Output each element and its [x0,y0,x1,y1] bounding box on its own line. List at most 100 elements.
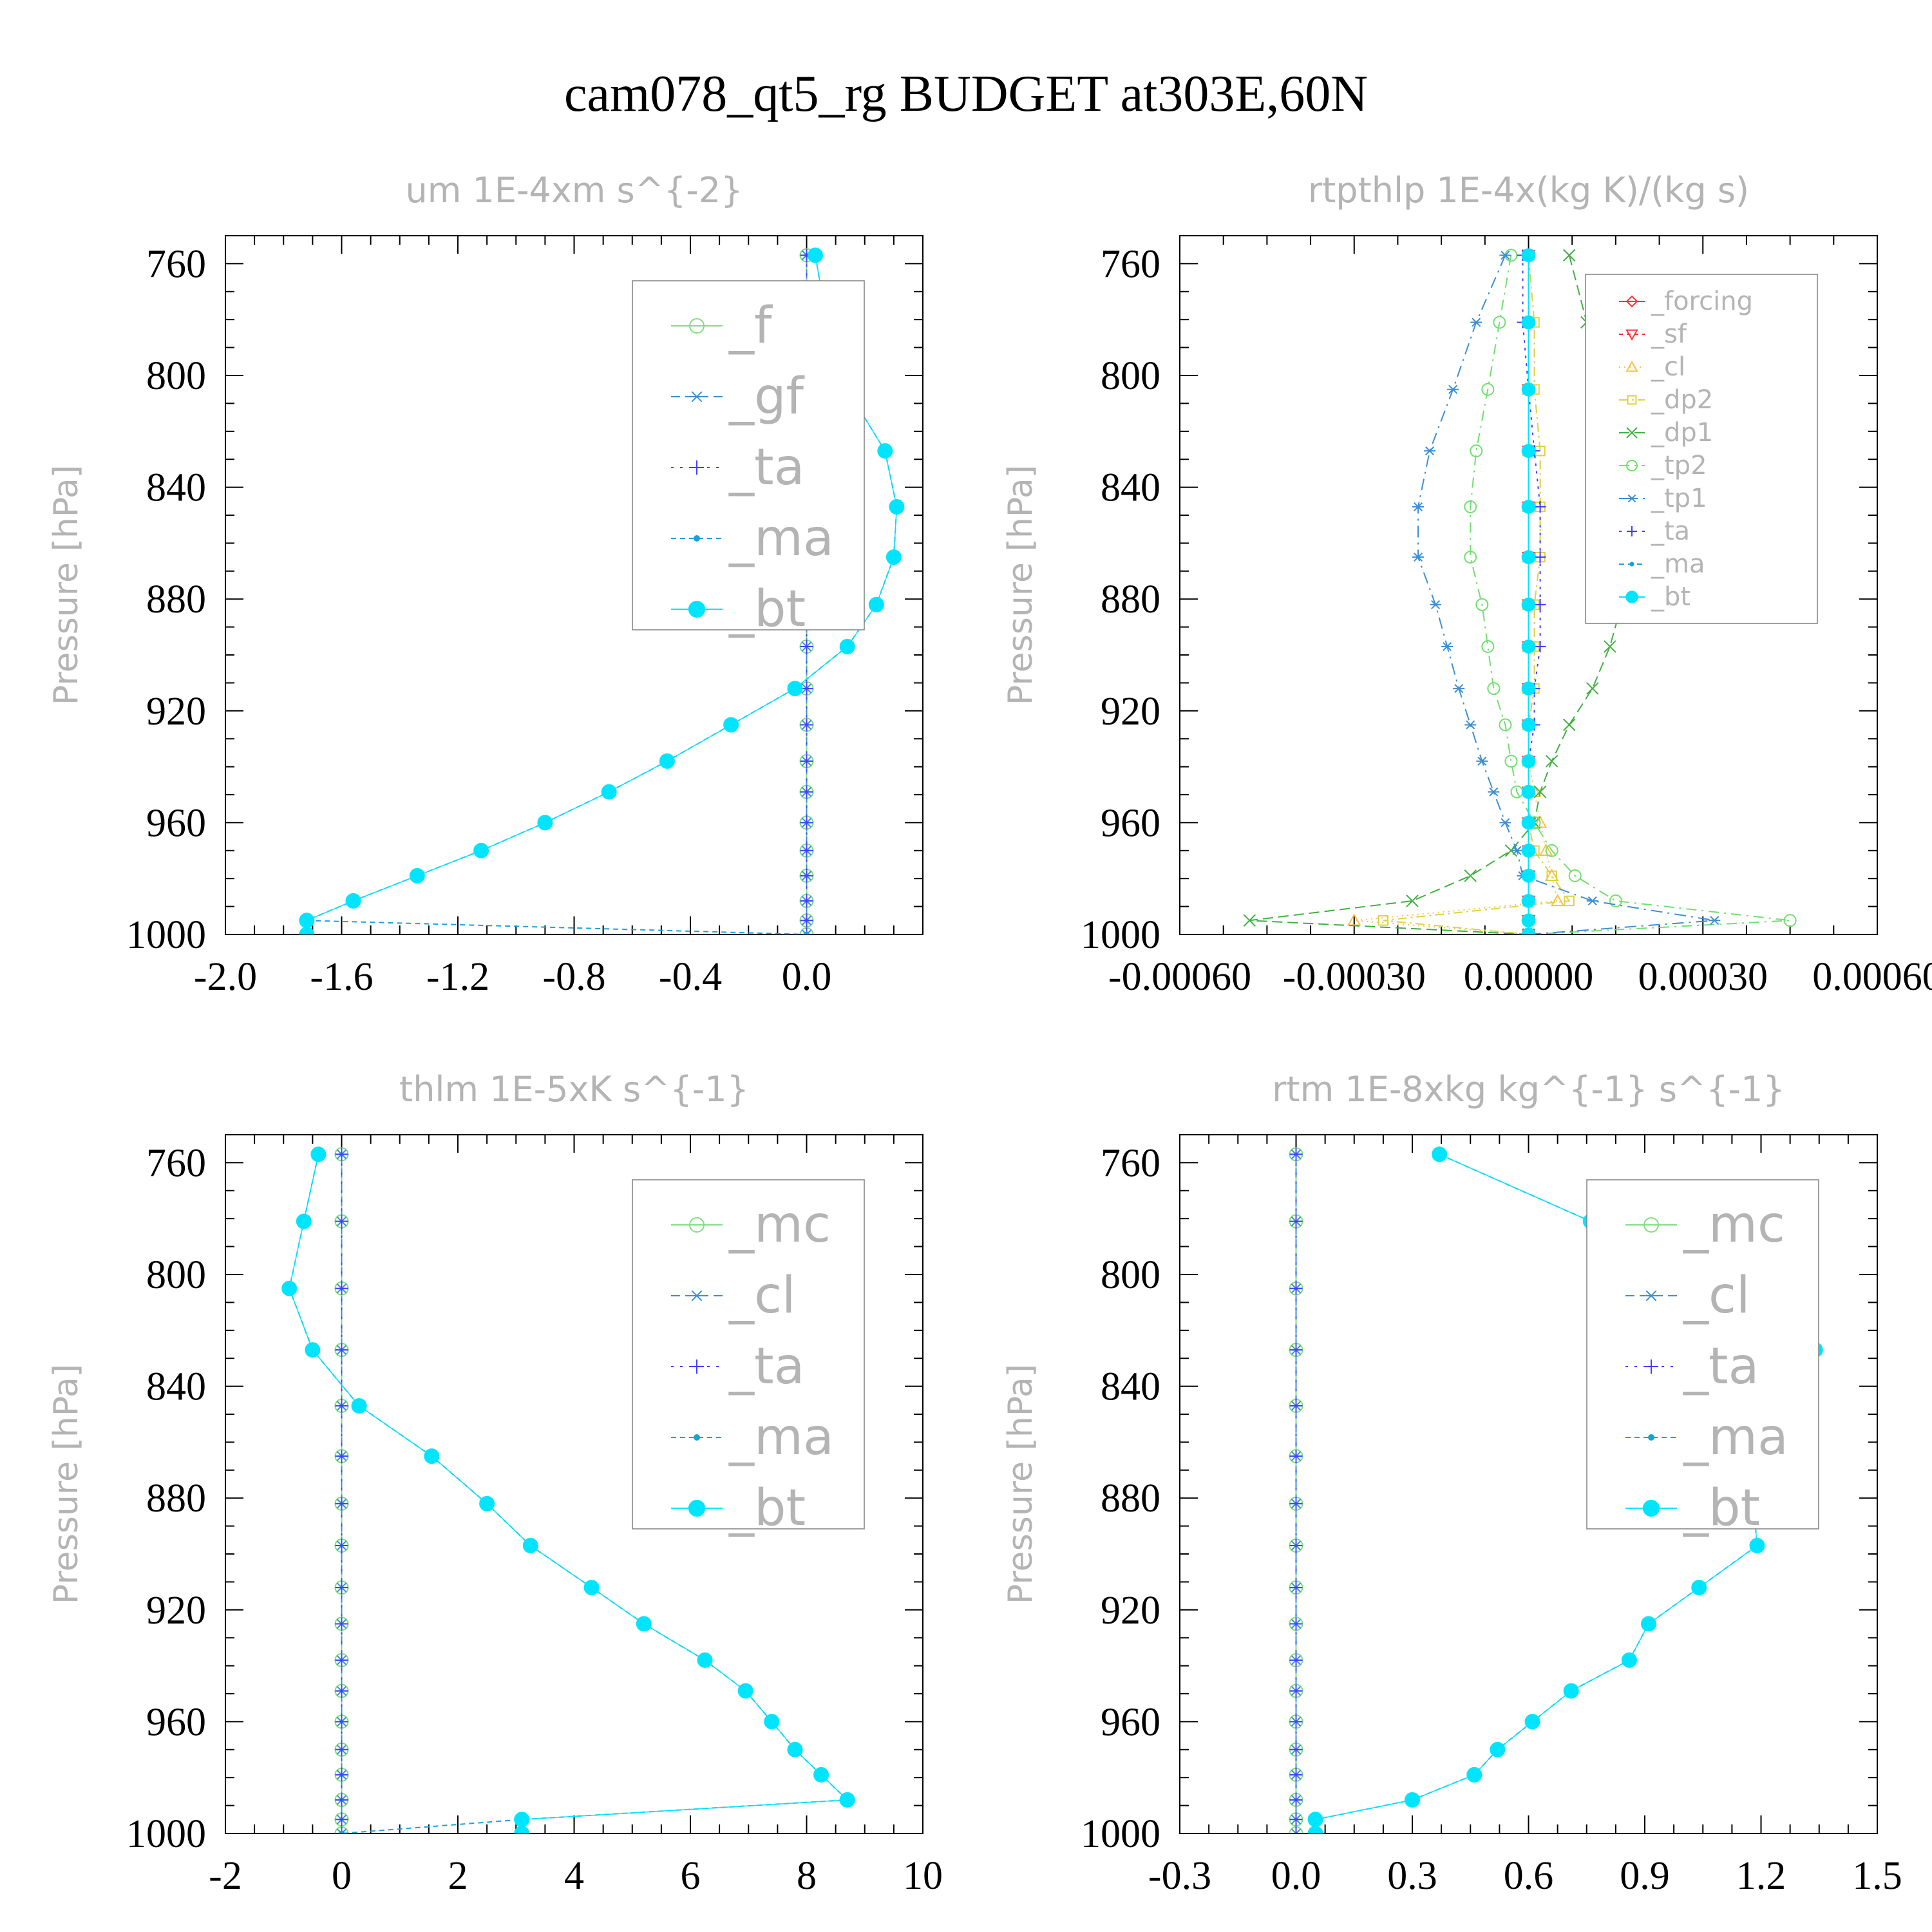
data-point [1488,787,1500,797]
data-point [1307,1812,1323,1828]
legend-marker [1627,395,1637,405]
legend-marker [1626,460,1638,471]
y-tick-label: 760 [146,1141,206,1185]
data-point [787,1741,803,1757]
panel-4: rtm 1E-8xkg kg^{-1} s^{-1} Pressure [hPa]… [1001,1069,1902,1898]
data-point [1621,1652,1637,1668]
legend-label: _ta [1651,516,1690,546]
legend-box [632,1179,865,1530]
data-point [409,867,425,884]
data-point [1521,598,1536,612]
data-point [1691,1580,1707,1596]
data-point [1464,720,1477,730]
legend-label: _dp1 [1651,418,1713,448]
data-point [335,1684,348,1698]
legend-label: _dp2 [1651,385,1713,415]
legend-label: _bt [728,580,806,638]
data-point [335,1653,348,1667]
y-axis-label: Pressure [hPa] [1001,1364,1040,1604]
data-point [1521,639,1536,654]
data-point [1289,1215,1303,1228]
data-point [800,844,813,857]
x-tick-label: 0.00060 [1812,955,1932,999]
legend-marker [1625,295,1638,308]
series-line [1383,255,1571,934]
data-point [1289,1581,1303,1595]
legend-marker [1629,562,1634,567]
x-tick-label: 10 [903,1854,943,1898]
data-point [1604,640,1616,653]
y-tick-label: 880 [146,1477,206,1520]
y-tick-label: 1000 [126,913,206,957]
series-ta [335,1148,348,1833]
data-point [514,1826,530,1833]
data-point [1521,248,1536,263]
data-point [1534,640,1546,652]
data-point [1709,916,1721,925]
data-point [1464,869,1477,882]
data-point [1289,1743,1303,1756]
data-point [1289,1450,1303,1463]
data-point [1464,551,1477,564]
data-point [800,785,813,799]
y-tick-label: 1000 [126,1812,206,1856]
y-tick-label: 960 [146,1700,206,1744]
data-point [1521,681,1536,696]
y-tick-label: 920 [1101,690,1160,734]
panel-title: um 1E-4xm s^{-2} [406,170,743,211]
y-tick-label: 840 [146,466,206,510]
y-tick-label: 920 [1101,1589,1160,1633]
data-point [1289,1828,1303,1833]
data-point [1545,844,1558,857]
data-point [1487,682,1501,696]
legend-label: _f [728,297,773,355]
y-tick-label: 880 [1101,1477,1160,1520]
data-point [1533,785,1547,799]
legend-label: _ta [728,439,804,497]
legend-label: _bt [728,1479,806,1537]
legend-marker [690,391,704,402]
data-point [800,816,813,829]
data-point [1289,1793,1303,1806]
x-tick-label: -0.00030 [1283,955,1426,999]
data-point [299,927,315,934]
data-point [1481,639,1495,653]
data-point [886,549,902,565]
data-point [335,1828,348,1833]
x-tick-label: -0.8 [542,955,605,999]
x-tick-label: -0.00060 [1108,955,1251,999]
panel-title: thlm 1E-5xK s^{-1} [399,1069,749,1110]
data-point [1499,718,1512,732]
data-point [335,1343,348,1357]
data-point [1405,1792,1420,1808]
data-point [1430,600,1442,609]
legend-label: _bt [1651,582,1690,612]
legend-marker [1644,1359,1658,1374]
series-line [1470,255,1790,934]
legend-box [1586,1179,1819,1530]
data-point [800,894,813,907]
y-tick-label: 880 [1101,578,1160,621]
data-point [1499,818,1511,828]
data-point [335,1450,348,1463]
legend-label: _ma [728,1408,834,1466]
data-point [1289,1617,1303,1631]
y-tick-label: 840 [1101,1365,1160,1409]
legend-label: _sf [1651,319,1687,349]
y-tick-label: 960 [1101,801,1160,845]
data-point [1546,870,1557,882]
data-point [1441,641,1454,651]
data-point [1534,598,1546,611]
data-point [1466,1766,1482,1783]
data-point [1609,894,1622,907]
data-point [1521,382,1536,397]
legend-marker [689,1217,705,1233]
data-layer [1243,236,1797,934]
x-tick-label: 0.3 [1387,1854,1437,1898]
legend: _mc _cl _ta _ma _bt [1586,1179,1819,1537]
data-point [697,1652,713,1668]
series-bt [281,1146,855,1833]
series-tp1 [1412,251,1721,934]
data-point [1289,1282,1303,1295]
data-point [1564,895,1575,907]
